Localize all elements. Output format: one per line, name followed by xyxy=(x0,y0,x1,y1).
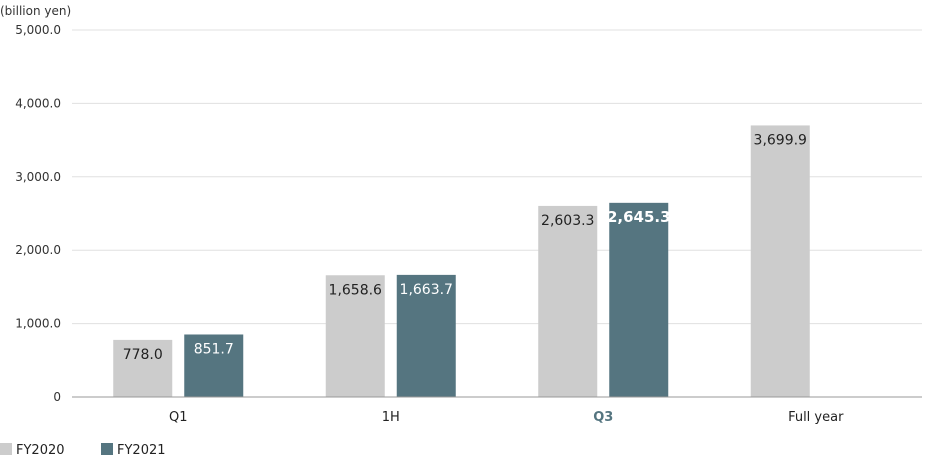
legend-swatch-fy2021 xyxy=(101,443,113,455)
bar-fy2020-1h xyxy=(325,275,385,397)
bar-fy2021-1h xyxy=(396,274,456,397)
bar-value-labels: 778.0 851.7 1,658.6 1,663.7 2,603.3 2,645.3 3,… xyxy=(123,132,807,362)
bar-value-label: 1,663.7 xyxy=(400,282,453,298)
bars xyxy=(113,125,810,397)
x-tick-label: Q3 xyxy=(593,410,613,425)
y-axis-unit-label: (billion yen) xyxy=(0,4,71,18)
bar-value-label: 778.0 xyxy=(123,347,163,363)
legend: FY2020 FY2021 xyxy=(0,443,166,456)
legend-label-fy2020: FY2020 xyxy=(16,443,65,456)
bar-value-label: 3,699.9 xyxy=(754,132,807,148)
bar-fy2020-q3 xyxy=(538,205,598,397)
y-tick-label: 0 xyxy=(53,390,61,404)
bar-value-label: 2,645.3 xyxy=(607,208,671,226)
y-tick-label: 1,000.0 xyxy=(15,317,61,331)
y-tick-label: 5,000.0 xyxy=(15,23,61,37)
bar-value-label: 2,603.3 xyxy=(541,213,594,229)
bar-fy2021-q3 xyxy=(609,202,669,397)
x-tick-label: Full year xyxy=(788,410,844,425)
legend-swatch-fy2020 xyxy=(0,443,12,455)
legend-label-fy2021: FY2021 xyxy=(117,443,166,456)
bar-fy2020-q1 xyxy=(113,339,173,397)
y-tick-label: 3,000.0 xyxy=(15,170,61,184)
x-axis-tick-labels: Q1 1H Q3 Full year xyxy=(169,410,844,425)
bar-fy2021-q1 xyxy=(184,334,244,397)
bar-value-label: 851.7 xyxy=(194,341,234,357)
y-tick-label: 2,000.0 xyxy=(15,243,61,257)
y-axis-tick-labels: 0 1,000.0 2,000.0 3,000.0 4,000.0 5,000.0 xyxy=(15,23,61,404)
x-tick-label: 1H xyxy=(382,410,400,425)
y-tick-label: 4,000.0 xyxy=(15,96,61,110)
bar-fy2020-full-year xyxy=(750,125,810,397)
bar-value-label: 1,658.6 xyxy=(329,282,383,298)
x-tick-label: Q1 xyxy=(169,410,188,425)
